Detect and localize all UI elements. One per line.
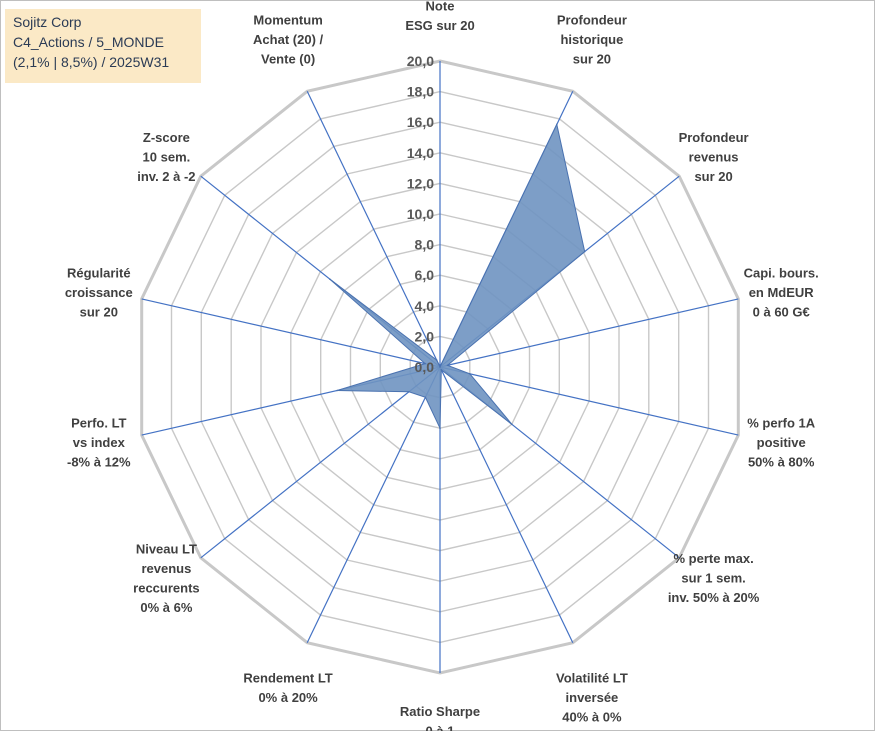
info-company: Sojitz Corp [13,14,82,30]
r-tick-label: 14,0 [407,145,434,161]
axis-label: Z-score 10 sem. inv. 2 à -2 [137,130,195,184]
info-category: C4_Actions / 5_MONDE [13,34,164,50]
series-point [469,373,471,375]
axis-label: Régularité croissance sur 20 [65,265,133,319]
r-tick-label: 12,0 [407,175,434,191]
axis-label: Profondeur revenus sur 20 [679,130,749,184]
radar-tick-labels: 0,0 2,0 4,0 6,0 8,0 10,0 12,0 14,0 16,0 18,0 20,0 [407,53,434,375]
axis-label-line: vs index [73,435,126,450]
axis-label-line: 40% à 0% [562,710,622,725]
series-point [440,369,443,371]
radar-axis-labels: Note ESG sur 20 Profondeur historique sur 20… [65,0,819,731]
axis-label-line: 0% à 20% [258,690,318,705]
axis-label-line: sur 20 [573,52,611,67]
axis-label-line: -8% à 12% [67,455,131,470]
series-point [439,366,441,368]
axis-spoke [439,298,739,368]
axis-label-line: Profondeur [679,130,749,145]
axis-label: Profondeur historique sur 20 [557,13,627,67]
axis-label-line: ESG sur 20 [405,18,474,33]
r-tick-label: 6,0 [415,267,435,283]
r-tick-label: 4,0 [415,298,435,314]
r-tick-label: 8,0 [415,237,435,253]
axis-label-line: reccurents [133,581,199,596]
axis-label-line: positive [757,435,806,450]
series-point [329,278,331,281]
axis-label: Volatilité LT inversée 40% à 0% [556,671,628,725]
axis-label-line: sur 20 [80,304,118,319]
series-point [424,396,427,399]
r-tick-label: 0,0 [415,359,435,375]
radar-series [329,122,586,430]
axis-label: % perfo 1A positive 50% à 80% [747,416,816,470]
axis-spoke [141,298,441,368]
axis-label: Niveau LT revenus reccurents 0% à 6% [133,542,199,616]
axis-label-line: Ratio Sharpe [400,704,480,719]
axis-label-line: Rendement LT [243,671,332,686]
series-area [329,122,586,429]
axis-spoke [439,366,574,643]
axis-label-line: Note [426,0,455,14]
series-point [511,423,513,426]
r-tick-label: 16,0 [407,114,434,130]
axis-label-line: Volatilité LT [556,671,628,686]
axis-label-line: inversée [566,690,619,705]
info-period: (2,1% | 8,5%) / 2025W31 [13,54,170,70]
axis-label-line: Z-score [143,130,190,145]
axis-label-line: 0 à 60 G€ [753,304,810,319]
axis-label-line: Régularité [67,265,131,280]
axis-spoke [306,366,441,643]
axis-label-line: historique [560,32,623,47]
series-point [446,364,449,367]
axis-label-line: Vente (0) [261,52,315,67]
axis-label-line: Capi. bours. [744,265,819,280]
r-tick-label: 10,0 [407,206,434,222]
axis-spoke [306,91,441,368]
axis-label-line: Momentum [253,13,322,28]
series-point [583,250,586,253]
series-point [435,359,438,361]
axis-label: Note ESG sur 20 [405,0,474,33]
axis-label-line: Achat (20) / [253,32,323,47]
axis-spoke [200,366,441,559]
axis-label-line: Perfo. LT [71,416,126,431]
axis-label-line: revenus [689,149,739,164]
r-tick-label: 18,0 [407,84,434,100]
axis-label-line: Niveau LT [136,542,197,557]
r-tick-label: 20,0 [407,53,434,69]
axis-label-line: sur 1 sem. [681,571,745,586]
axis-label-line: Profondeur [557,13,627,28]
series-point [424,362,426,365]
axis-label-line: 0 à 1 [426,724,455,731]
series-point [439,427,441,430]
axis-spoke [439,366,739,436]
r-tick-label: 2,0 [415,328,435,344]
axis-label: Rendement LT 0% à 20% [243,671,332,706]
axis-label-line: % perte max. [673,551,753,566]
axis-label-line: 10 sem. [143,149,191,164]
axis-label-line: 0% à 6% [140,600,192,615]
axis-label-line: inv. 50% à 20% [668,590,760,605]
series-point [408,391,410,393]
axis-label-line: 50% à 80% [748,455,815,470]
axis-label-line: revenus [141,561,191,576]
series-point [336,389,338,392]
axis-label-line: en MdEUR [749,285,815,300]
axis-label-line: sur 20 [694,169,732,184]
axis-label: % perte max. sur 1 sem. inv. 50% à 20% [668,551,760,605]
series-point [556,123,558,126]
axis-label-line: croissance [65,285,133,300]
axis-label-line: inv. 2 à -2 [137,169,195,184]
axis-label: Perfo. LT vs index -8% à 12% [67,416,131,470]
axis-label: Momentum Achat (20) / Vente (0) [253,13,323,67]
axis-label: Ratio Sharpe 0 à 1 [400,704,480,731]
info-box: Sojitz Corp C4_Actions / 5_MONDE (2,1% |… [5,9,201,83]
axis-label: Capi. bours. en MdEUR 0 à 60 G€ [744,265,819,319]
axis-label-line: % perfo 1A [747,416,816,431]
